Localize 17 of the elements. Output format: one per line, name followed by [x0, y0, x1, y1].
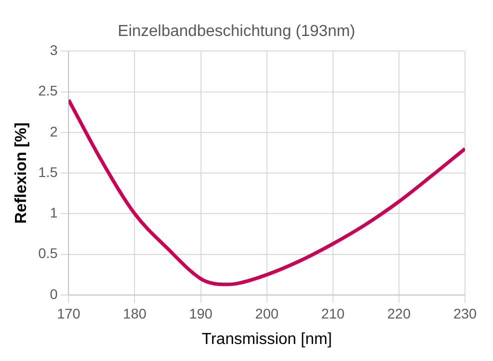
- x-tick-label: 170: [56, 305, 81, 322]
- x-tick-label: 180: [123, 305, 147, 322]
- chart-title: Einzelbandbeschichtung (193nm): [118, 23, 356, 40]
- y-tick-label: 3: [50, 42, 58, 58]
- y-tick-label: 2: [50, 123, 58, 140]
- y-tick-label: 1: [50, 204, 58, 221]
- y-tick-label: 2.5: [38, 82, 58, 99]
- x-axis-title: Transmission [nm]: [202, 330, 332, 348]
- y-axis-title: Reflexion [%]: [13, 122, 30, 224]
- y-tick-label: 1.5: [38, 164, 58, 180]
- x-tick-label: 220: [387, 305, 411, 322]
- x-tick-label: 190: [189, 305, 213, 322]
- y-tick-label: 0.5: [38, 245, 58, 262]
- y-tick-label: 0: [50, 286, 58, 302]
- x-tick-label: 200: [255, 305, 279, 322]
- x-tick-label: 210: [321, 305, 345, 322]
- x-tick-label: 230: [453, 305, 477, 322]
